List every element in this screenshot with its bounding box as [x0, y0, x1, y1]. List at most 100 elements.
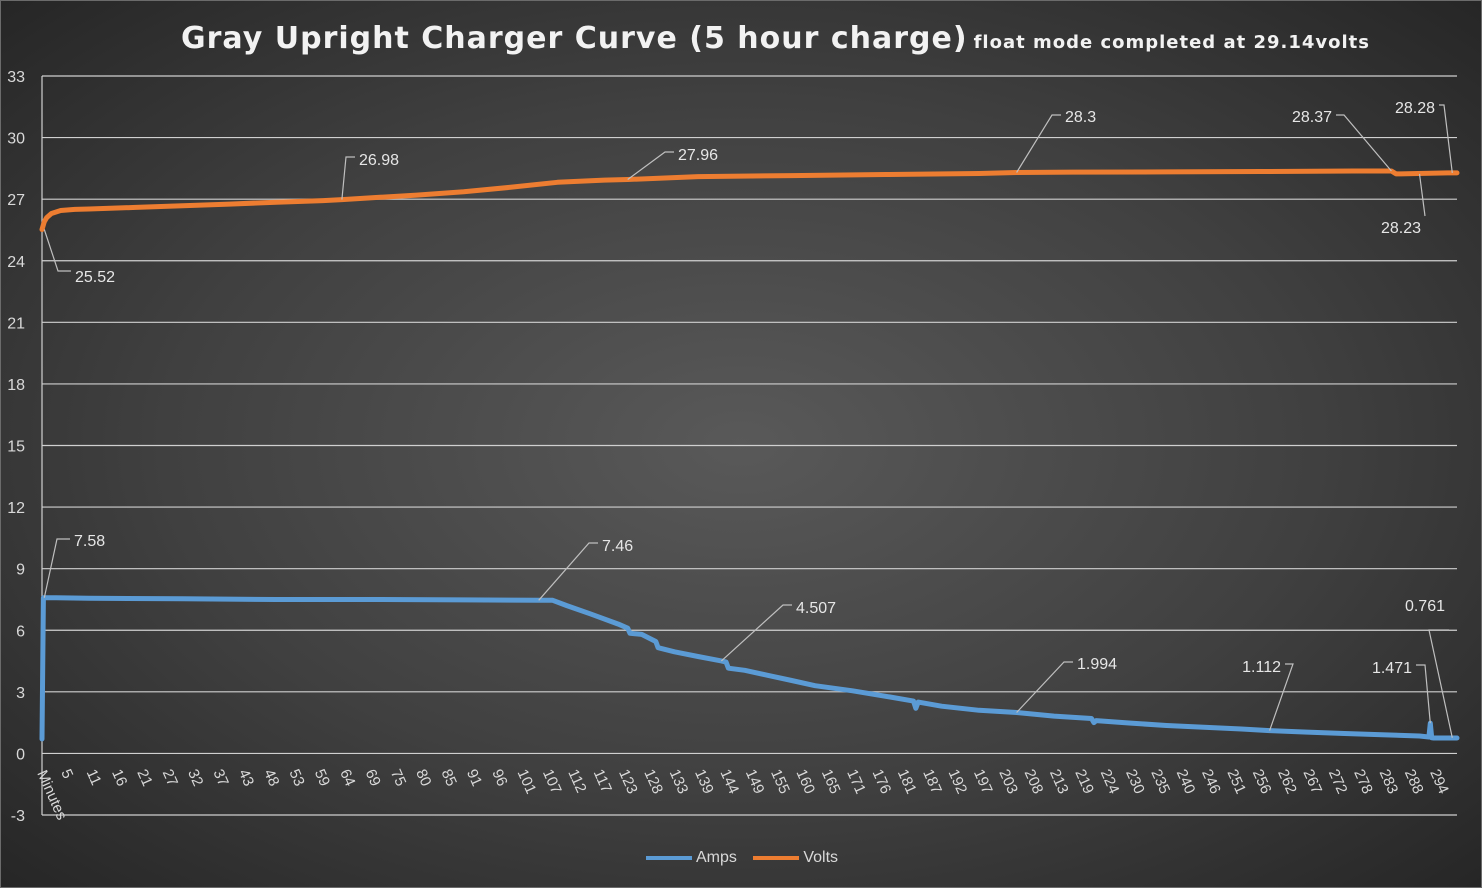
- y-tick-label-2: 3: [16, 685, 25, 702]
- legend-label-amps: Amps: [695, 849, 737, 866]
- x-tick-label-44: 240: [1173, 767, 1199, 797]
- x-tick-label-32: 176: [869, 767, 895, 797]
- annotation-label-amps-11: 1.112: [1242, 659, 1281, 676]
- y-tick-label-0: -3: [11, 808, 25, 825]
- x-tick-label-39: 213: [1046, 767, 1072, 797]
- x-tick-label-48: 262: [1274, 767, 1300, 797]
- x-tick-label-46: 251: [1223, 767, 1249, 797]
- y-tick-label-12: 33: [7, 69, 25, 86]
- legend-label-volts: Volts: [803, 849, 839, 866]
- x-tick-label-4: 27: [159, 767, 181, 789]
- y-tick-label-5: 12: [7, 500, 25, 517]
- annotation-label-amps-9: 4.507: [796, 600, 836, 617]
- annotation-label-amps-12: 1.471: [1372, 660, 1412, 677]
- annotation-leader-amps-10: [1016, 661, 1073, 713]
- annotation-leader-volts-5: [1418, 173, 1426, 217]
- x-tick-label-25: 139: [691, 767, 717, 797]
- annotation-label-volts-3: 28.3: [1065, 109, 1096, 126]
- annotation-leader-volts-6: [1439, 104, 1453, 173]
- x-tick-label-41: 224: [1097, 767, 1123, 797]
- y-tick-label-7: 18: [7, 377, 25, 394]
- annotation-leader-amps-8: [538, 542, 598, 601]
- annotation-label-amps-10: 1.994: [1077, 656, 1117, 673]
- x-tick-label-23: 128: [640, 767, 666, 797]
- x-tick-label-6: 37: [209, 767, 231, 789]
- x-tick-label-28: 155: [767, 767, 793, 797]
- series-line-volts: [39, 168, 1460, 232]
- y-tick-label-1: 0: [16, 746, 25, 763]
- legend-item-amps[interactable]: Amps: [645, 849, 737, 867]
- series-line-amps: [39, 595, 1460, 742]
- chart-title-text: Gray Upright Charger Curve (5 hour charg…: [181, 21, 968, 56]
- y-tick-label-4: 9: [16, 562, 25, 579]
- x-tick-label-8: 48: [260, 767, 282, 789]
- x-tick-label-19: 107: [539, 767, 565, 797]
- x-tick-label-21: 117: [590, 767, 615, 796]
- annotation-label-volts-0: 25.52: [75, 269, 115, 286]
- annotation-leader-amps-9: [720, 604, 792, 662]
- annotation-leader-volts-2: [627, 151, 674, 180]
- x-tick-label-29: 160: [792, 767, 818, 797]
- x-tick-label-50: 272: [1325, 767, 1351, 797]
- annotation-label-volts-5: 28.23: [1381, 220, 1421, 237]
- x-tick-label-54: 294: [1426, 767, 1452, 797]
- x-tick-label-5: 32: [184, 767, 206, 789]
- x-tick-label-10: 59: [311, 767, 333, 789]
- y-tick-label-3: 6: [16, 623, 25, 640]
- x-tick-label-15: 85: [438, 767, 460, 789]
- x-tick-label-7: 43: [235, 767, 257, 789]
- x-tick-label-24: 133: [666, 767, 692, 797]
- x-tick-label-42: 230: [1122, 767, 1148, 797]
- x-tick-label-49: 267: [1299, 767, 1325, 797]
- x-tick-label-12: 69: [362, 767, 384, 789]
- legend-item-volts[interactable]: Volts: [753, 849, 838, 867]
- legend-swatch-amps: [645, 856, 692, 860]
- chart-subtitle: float mode completed at 29.14volts: [973, 32, 1371, 53]
- x-tick-label-37: 203: [995, 767, 1021, 797]
- annotation-leader-amps-13: [1428, 629, 1453, 738]
- x-tick-label-53: 288: [1401, 767, 1427, 797]
- chart-legend: Amps Volts: [1, 847, 1482, 867]
- x-tick-label-1: 11: [83, 767, 105, 788]
- annotation-label-amps-8: 7.46: [602, 538, 633, 555]
- x-tick-label-31: 171: [843, 767, 869, 797]
- annotation-label-volts-4: 28.37: [1292, 109, 1332, 126]
- x-tick-label-9: 53: [285, 767, 307, 789]
- annotation-leader-volts-3: [1016, 114, 1061, 173]
- x-tick-label-16: 91: [463, 767, 485, 789]
- x-tick-label-11: 64: [336, 767, 358, 789]
- x-tick-label-13: 75: [387, 767, 409, 789]
- legend-swatch-volts: [753, 856, 800, 860]
- annotation-leader-volts-4: [1336, 114, 1392, 172]
- annotation-label-volts-6: 28.28: [1395, 100, 1435, 117]
- chart-title: Gray Upright Charger Curve (5 hour charg…: [181, 21, 1370, 56]
- annotation-leader-amps-7: [43, 538, 70, 598]
- annotation-label-amps-7: 7.58: [74, 533, 105, 550]
- x-tick-label-20: 112: [564, 767, 589, 796]
- x-tick-label-14: 80: [412, 767, 434, 789]
- y-tick-label-10: 27: [7, 192, 25, 209]
- x-tick-label-33: 181: [894, 767, 920, 797]
- y-tick-label-8: 21: [7, 315, 25, 332]
- x-tick-label-27: 149: [742, 767, 768, 797]
- annotation-label-volts-2: 27.96: [678, 147, 718, 164]
- x-tick-label-30: 165: [818, 767, 844, 797]
- x-tick-label-43: 235: [1147, 767, 1173, 797]
- x-tick-label-40: 219: [1071, 767, 1097, 797]
- x-tick-label-34: 187: [919, 767, 945, 797]
- y-tick-label-9: 24: [7, 254, 25, 271]
- x-tick-label-36: 197: [970, 767, 996, 797]
- annotation-leader-amps-12: [1416, 664, 1431, 724]
- annotation-leader-amps-11: [1269, 663, 1294, 731]
- x-tick-label-0: 5: [57, 767, 76, 782]
- x-tick-label-47: 256: [1249, 767, 1275, 797]
- x-tick-label-26: 144: [716, 767, 742, 797]
- x-tick-label-35: 192: [945, 767, 971, 797]
- annotation-leader-volts-0: [43, 229, 71, 272]
- x-tick-label-52: 283: [1376, 767, 1402, 797]
- x-tick-label-2: 16: [108, 767, 130, 789]
- x-tick-label-51: 278: [1350, 767, 1376, 797]
- y-tick-label-11: 30: [7, 131, 25, 148]
